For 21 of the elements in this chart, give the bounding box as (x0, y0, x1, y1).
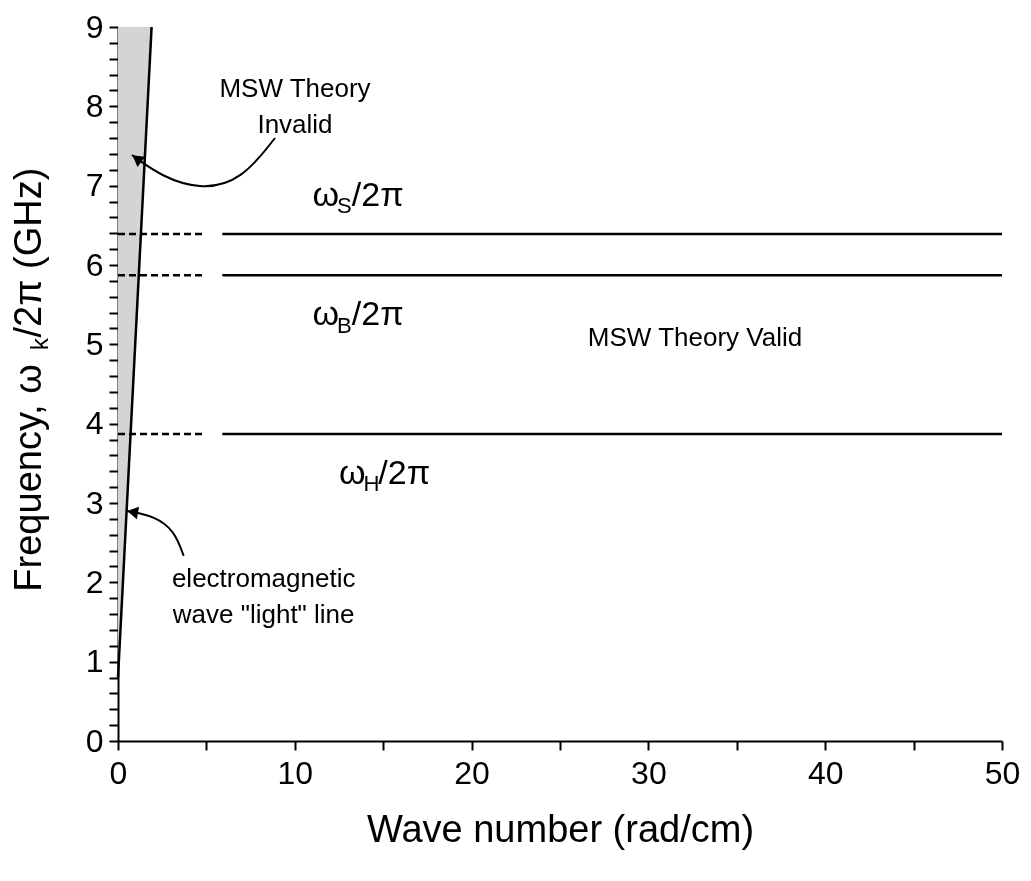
x-tick-label: 30 (631, 754, 667, 791)
annotation: electromagnetic wave "light" line (171, 562, 356, 629)
annotation: MSW Theory Invalid (219, 73, 371, 139)
x-tick-label: 50 (984, 754, 1021, 791)
annotation: MSW Theory Valid (587, 322, 803, 352)
y-tick-label: 2 (85, 563, 104, 600)
y-tick-label: 8 (85, 87, 104, 124)
y-tick-label: 4 (85, 405, 104, 442)
x-tick-label: 20 (454, 754, 490, 791)
y-tick-label: 3 (85, 484, 104, 521)
x-tick-label: 40 (807, 754, 844, 791)
y-tick-label: 1 (85, 643, 104, 680)
y-axis-title: Frequency, ωk/2π (GHz) (7, 167, 54, 592)
x-axis-title: Wave number (rad/cm) (366, 807, 755, 850)
y-tick-label: 7 (85, 167, 104, 204)
x-tick-label: 0 (109, 754, 128, 791)
y-tick-label: 9 (85, 8, 104, 45)
y-tick-label: 6 (85, 246, 104, 283)
x-tick-label: 10 (277, 754, 314, 791)
y-tick-label: 0 (85, 722, 104, 759)
y-tick-label: 5 (85, 325, 104, 362)
